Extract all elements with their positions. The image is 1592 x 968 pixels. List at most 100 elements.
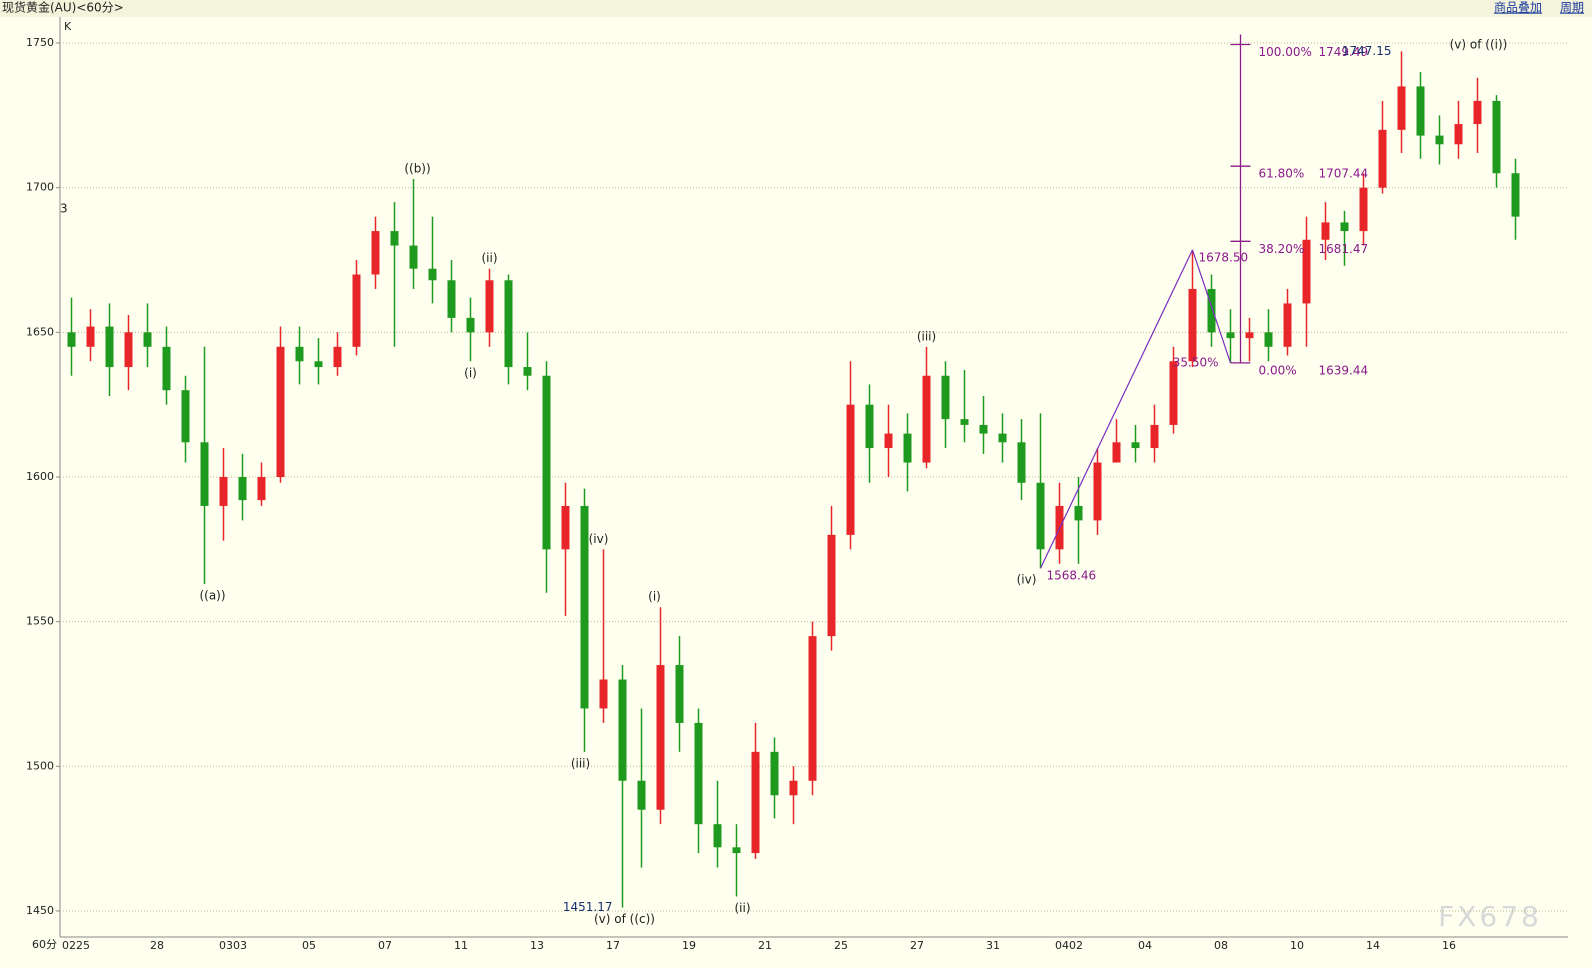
x-tick-label: 08 (1214, 939, 1228, 952)
candle-body (124, 332, 133, 368)
candle-body (865, 404, 874, 449)
candle-body (789, 780, 798, 796)
candle-body (67, 332, 76, 347)
wave-label: 1678.50 (1199, 250, 1249, 264)
y-tick-label: 1450 (26, 904, 54, 917)
x-tick-label: 05 (302, 939, 316, 952)
candle-body (960, 419, 969, 425)
fib-value: 1707.44 (1319, 167, 1369, 181)
overlay-button[interactable]: 商品叠加 (1494, 0, 1542, 15)
candle-body (1321, 222, 1330, 240)
x-tick-label: 13 (530, 939, 544, 952)
candle-body (523, 367, 532, 376)
candle-body (276, 346, 285, 477)
candle-body (732, 847, 741, 854)
candle-body (1492, 100, 1501, 174)
candle-body (1188, 288, 1197, 362)
wave-label: 1747.15 (1342, 44, 1392, 58)
x-tick-label: 31 (986, 939, 1000, 952)
candle-body (694, 722, 703, 825)
candle-body (1169, 361, 1178, 425)
candle-body (1074, 505, 1083, 521)
candle-body (1245, 332, 1254, 339)
period-label: 60分 (32, 938, 57, 951)
candle-body (333, 346, 342, 368)
wave-label: ((a)) (199, 589, 225, 603)
x-tick-label: 19 (682, 939, 696, 952)
candle-body (504, 280, 513, 368)
x-tick-label: 07 (378, 939, 392, 952)
x-tick-label: 0303 (219, 939, 247, 952)
candle-body (1264, 332, 1273, 347)
y-tick-label: 1500 (26, 759, 54, 772)
candle-body (1112, 442, 1121, 463)
wave-label: (iii) (571, 756, 590, 770)
wave-label: (ii) (481, 251, 497, 265)
wave-label: ((b)) (404, 162, 430, 176)
x-tick-label: 10 (1290, 939, 1304, 952)
candle-body (808, 636, 817, 781)
candle-body (1207, 288, 1216, 333)
candle-body (1093, 462, 1102, 521)
x-tick-label: 21 (758, 939, 772, 952)
candle-body (295, 346, 304, 362)
candle-body (998, 433, 1007, 443)
x-tick-label: 16 (1442, 939, 1456, 952)
candle-body (1283, 303, 1292, 347)
trend-line (1039, 249, 1194, 569)
candle-body (1150, 424, 1159, 449)
x-tick-label: 0402 (1055, 939, 1083, 952)
candle-body (1397, 86, 1406, 130)
candle-body (1359, 187, 1368, 232)
candle-body (200, 442, 209, 506)
wave-label: (v) of ((c)) (594, 912, 655, 926)
wave-label: 35.50% (1173, 355, 1219, 369)
panel-label: K (64, 20, 72, 33)
wave-label: (ii) (734, 901, 750, 915)
candle-body (1302, 239, 1311, 304)
candle-body (1416, 86, 1425, 136)
x-tick-label: 04 (1138, 939, 1152, 952)
wave-label: (v) of ((i)) (1450, 38, 1508, 52)
candle-body (751, 751, 760, 854)
wave-label: (i) (464, 366, 477, 380)
candle-body (580, 505, 589, 709)
y-tick-label: 1550 (26, 615, 54, 628)
candle-body (656, 665, 665, 810)
candle-body (618, 679, 627, 781)
candle-body (447, 280, 456, 318)
candle-body (428, 268, 437, 281)
candle-body (599, 679, 608, 709)
wave-label: 1568.46 (1047, 569, 1097, 583)
left-marker: 3 (60, 202, 68, 216)
candle-body (770, 751, 779, 796)
candle-body (884, 433, 893, 449)
candle-body (143, 332, 152, 347)
candle-body (1226, 332, 1235, 339)
candle-body (1131, 442, 1140, 449)
x-tick-label: 25 (834, 939, 848, 952)
period-button[interactable]: 周期 (1560, 1, 1584, 15)
candle-body (162, 346, 171, 391)
y-tick-label: 1600 (26, 470, 54, 483)
candle-body (941, 375, 950, 420)
candle-body (713, 824, 722, 848)
candle-body (1340, 222, 1349, 232)
candle-body (485, 280, 494, 333)
candle-body (542, 375, 551, 550)
x-tick-label: 0225 (62, 939, 90, 952)
fib-value: 1639.44 (1319, 363, 1369, 377)
candle-body (979, 424, 988, 434)
candle-body (314, 361, 323, 368)
candle-body (409, 245, 418, 269)
x-tick-label: 28 (150, 939, 164, 952)
candle-body (466, 317, 475, 333)
fib-percent: 0.00% (1259, 363, 1297, 377)
candle-body (1036, 482, 1045, 550)
candle-body (1017, 442, 1026, 483)
watermark: FX678 (1438, 900, 1542, 933)
candle-body (561, 505, 570, 550)
candle-body (181, 390, 190, 443)
